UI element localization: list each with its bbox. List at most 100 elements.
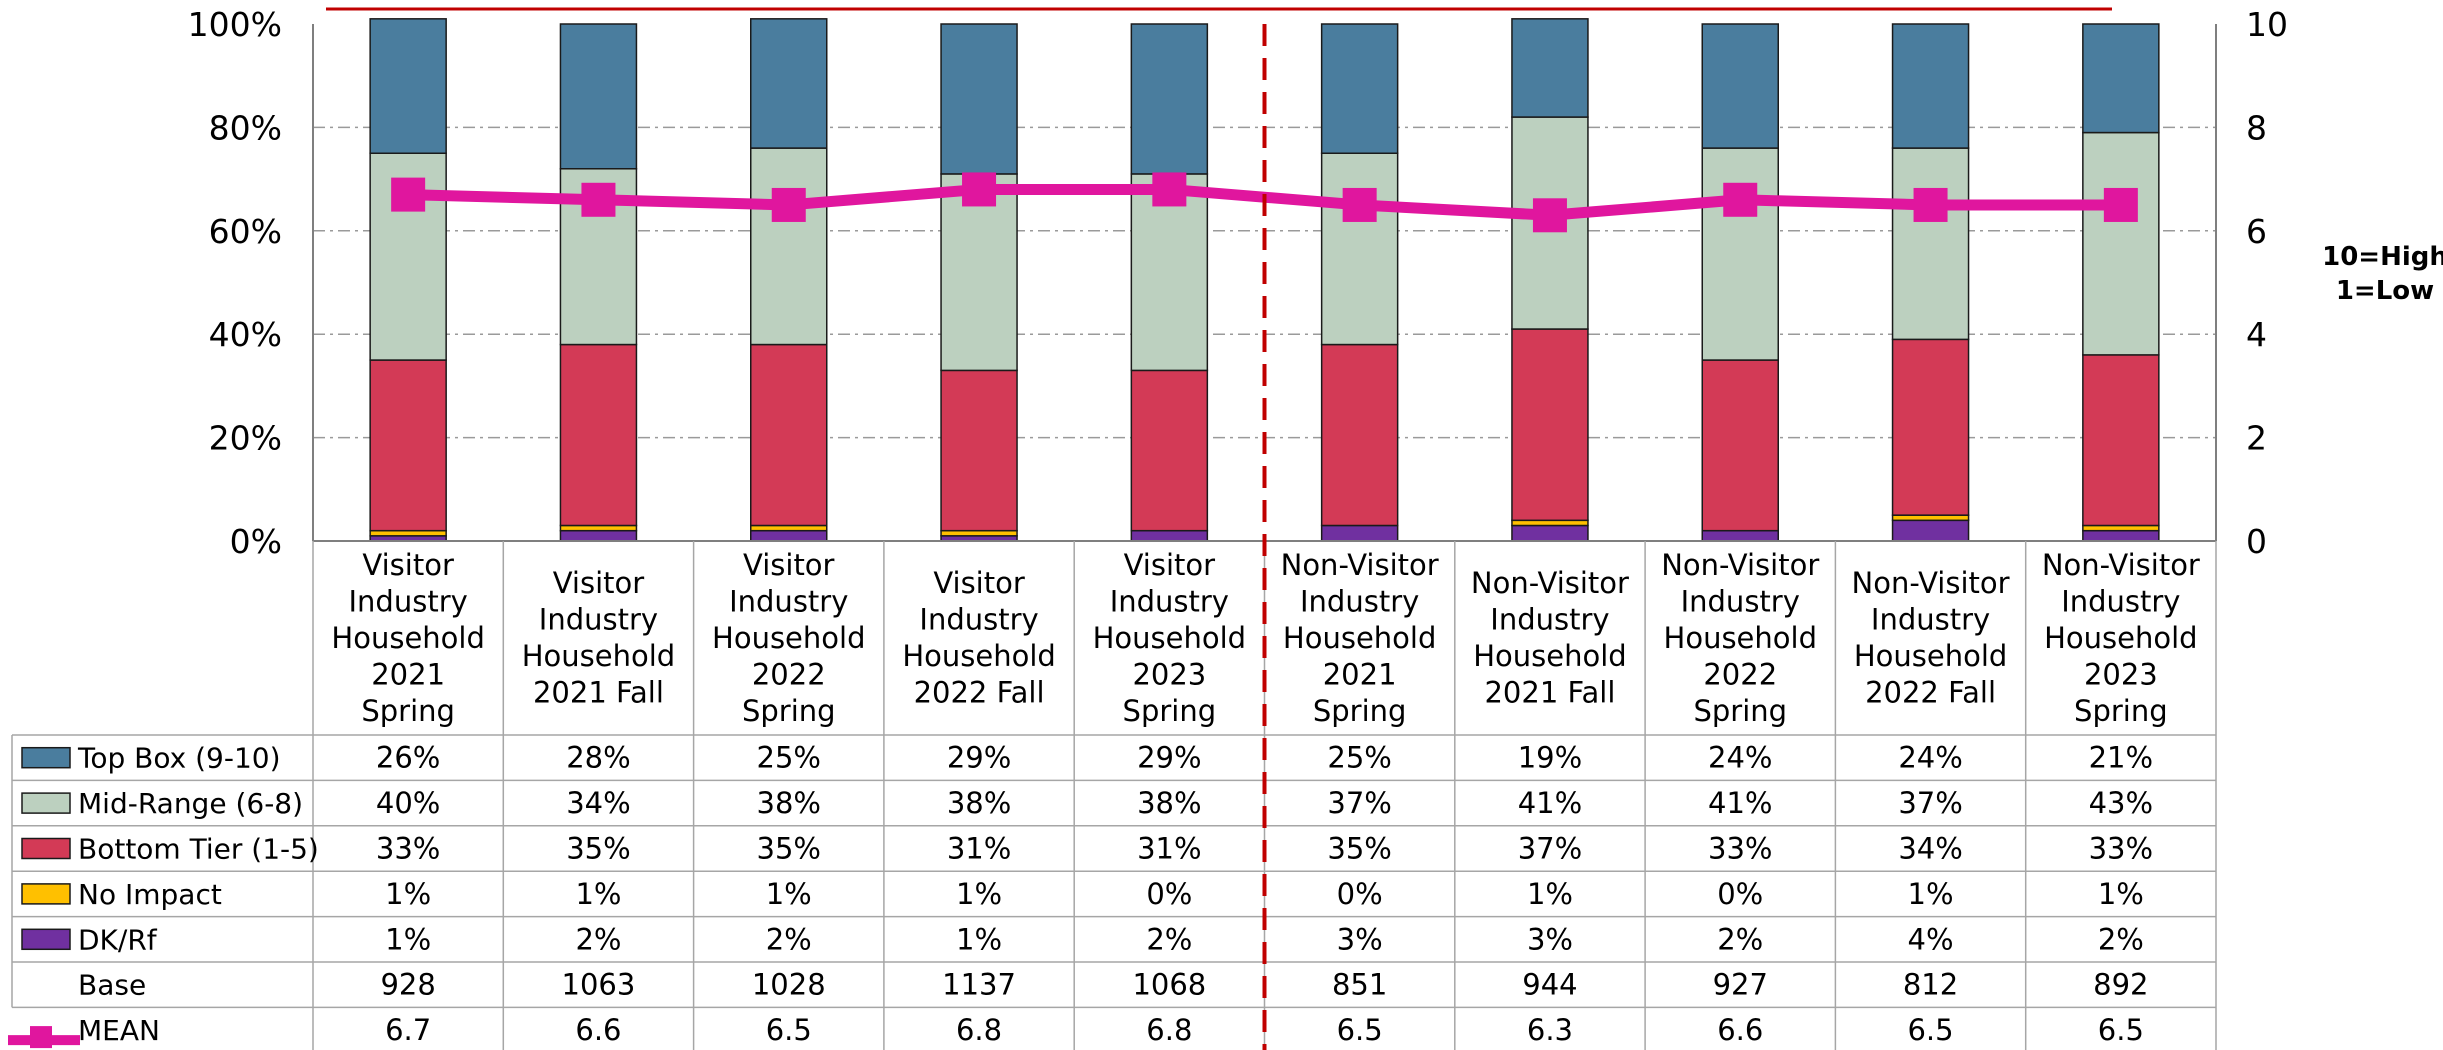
table-cell: 37%: [1898, 786, 1962, 820]
table-cell: 41%: [1518, 786, 1582, 820]
table-cell: 1028: [752, 968, 826, 1002]
legend-swatch: [21, 928, 71, 951]
bar-segment: [2082, 529, 2160, 542]
decorations: [326, 7, 2112, 1050]
category-label: Non-Visitor: [2042, 548, 2200, 582]
table-cell: 1068: [1132, 968, 1206, 1002]
table-cell: 38%: [947, 786, 1011, 820]
bar-segment: [2082, 524, 2160, 532]
category-label: Spring: [742, 694, 836, 728]
table-cell: 3%: [1337, 922, 1383, 956]
table-cell: 6.5: [2098, 1013, 2144, 1047]
table-cell: 6.8: [956, 1013, 1002, 1047]
table-cell: 21%: [2089, 741, 2153, 775]
category-label: 2021: [371, 657, 445, 691]
table-cell: 812: [1903, 968, 1958, 1002]
legend-swatch: [21, 837, 71, 860]
y-right-tick-label: 10: [2246, 5, 2288, 44]
category-label: Household: [1283, 621, 1436, 655]
table-cell: 37%: [1518, 832, 1582, 866]
table-cell: 25%: [1327, 741, 1391, 775]
bar-segment: [2082, 23, 2160, 134]
category-label: 2021 Fall: [533, 676, 664, 710]
table-row-label: Bottom Tier (1-5): [78, 833, 319, 866]
category-label: Industry: [2061, 584, 2180, 618]
table-cell: 37%: [1327, 786, 1391, 820]
mean-marker: [962, 172, 997, 207]
table-cell: 944: [1522, 968, 1577, 1002]
bar-segment: [559, 23, 638, 170]
bar-segment: [750, 343, 828, 527]
table-cell: 29%: [947, 741, 1011, 775]
category-label: Non-Visitor: [1471, 566, 1629, 600]
table-cell: 927: [1713, 968, 1768, 1002]
table-cell: 6.8: [1146, 1013, 1192, 1047]
table-cell: 6.5: [1337, 1013, 1383, 1047]
table-cell: 0%: [1146, 877, 1192, 911]
y-right-tick-label: 8: [2246, 108, 2267, 147]
scale-note: 1=Low: [2336, 276, 2434, 306]
bar-segment: [1891, 23, 1970, 149]
legend-swatch: [21, 746, 71, 769]
table-cell: 1%: [385, 922, 431, 956]
bar-segment: [1511, 328, 1589, 522]
y-left-tick-label: 20%: [209, 419, 282, 458]
table-cell: 41%: [1708, 786, 1772, 820]
category-label: Visitor: [933, 566, 1025, 600]
bars: [369, 18, 2160, 542]
category-label: 2021 Fall: [1484, 676, 1615, 710]
category-label: Industry: [729, 584, 848, 618]
table-cell: 3%: [1527, 922, 1573, 956]
category-label: Household: [522, 639, 675, 673]
table-cell: 1%: [1908, 877, 1954, 911]
mean-marker: [2103, 187, 2138, 222]
mean-marker: [1913, 187, 1948, 222]
category-label: Non-Visitor: [1281, 548, 1439, 582]
bar-segment: [1891, 514, 1970, 522]
bar-segment: [750, 529, 828, 542]
table-cell: 892: [2093, 968, 2148, 1002]
table-cell: 31%: [1137, 832, 1201, 866]
table-cell: 6.7: [385, 1013, 431, 1047]
category-label: Visitor: [362, 548, 454, 582]
bar-segment: [1320, 524, 1399, 542]
category-label: 2023: [1132, 657, 1206, 691]
category-label: Spring: [361, 694, 455, 728]
table-cell: 1%: [956, 877, 1002, 911]
category-label: Household: [902, 639, 1055, 673]
legend-mean-marker: [30, 1026, 52, 1049]
category-label: Industry: [1490, 603, 1609, 637]
table-cell: 25%: [757, 741, 821, 775]
y-right-tick-label: 0: [2246, 522, 2267, 561]
bar-segment: [750, 18, 828, 149]
table-row-label: Mid-Range (6-8): [78, 787, 303, 820]
y-left-tick-label: 0%: [230, 522, 282, 561]
category-label: Industry: [349, 584, 468, 618]
table-cell: 4%: [1908, 922, 1954, 956]
category-label: Household: [2044, 621, 2197, 655]
y-left-tick-label: 60%: [209, 212, 282, 251]
category-label: Visitor: [553, 566, 645, 600]
bar-segment: [1701, 529, 1779, 542]
table-cell: 1137: [942, 968, 1016, 1002]
table-cell: 24%: [1708, 741, 1772, 775]
y-left-tick-label: 100%: [188, 5, 282, 44]
category-label: Spring: [2074, 694, 2168, 728]
category-label: Household: [331, 621, 484, 655]
bar-segment: [1701, 147, 1779, 361]
category-label: Non-Visitor: [1661, 548, 1819, 582]
mean-marker: [391, 177, 426, 212]
bar-segment: [1320, 152, 1399, 346]
table-cell: 2%: [2098, 922, 2144, 956]
table-cell: 40%: [376, 786, 440, 820]
table-cell: 6.6: [575, 1013, 621, 1047]
category-label: 2021: [1323, 657, 1397, 691]
category-label: Household: [1093, 621, 1246, 655]
category-label: Spring: [1313, 694, 1407, 728]
table-row-label: Top Box (9-10): [77, 742, 281, 775]
bar-segment: [559, 529, 638, 542]
bar-segment: [559, 524, 638, 532]
mean-marker: [581, 182, 616, 217]
table-cell: 38%: [757, 786, 821, 820]
category-label: Spring: [1693, 694, 1787, 728]
